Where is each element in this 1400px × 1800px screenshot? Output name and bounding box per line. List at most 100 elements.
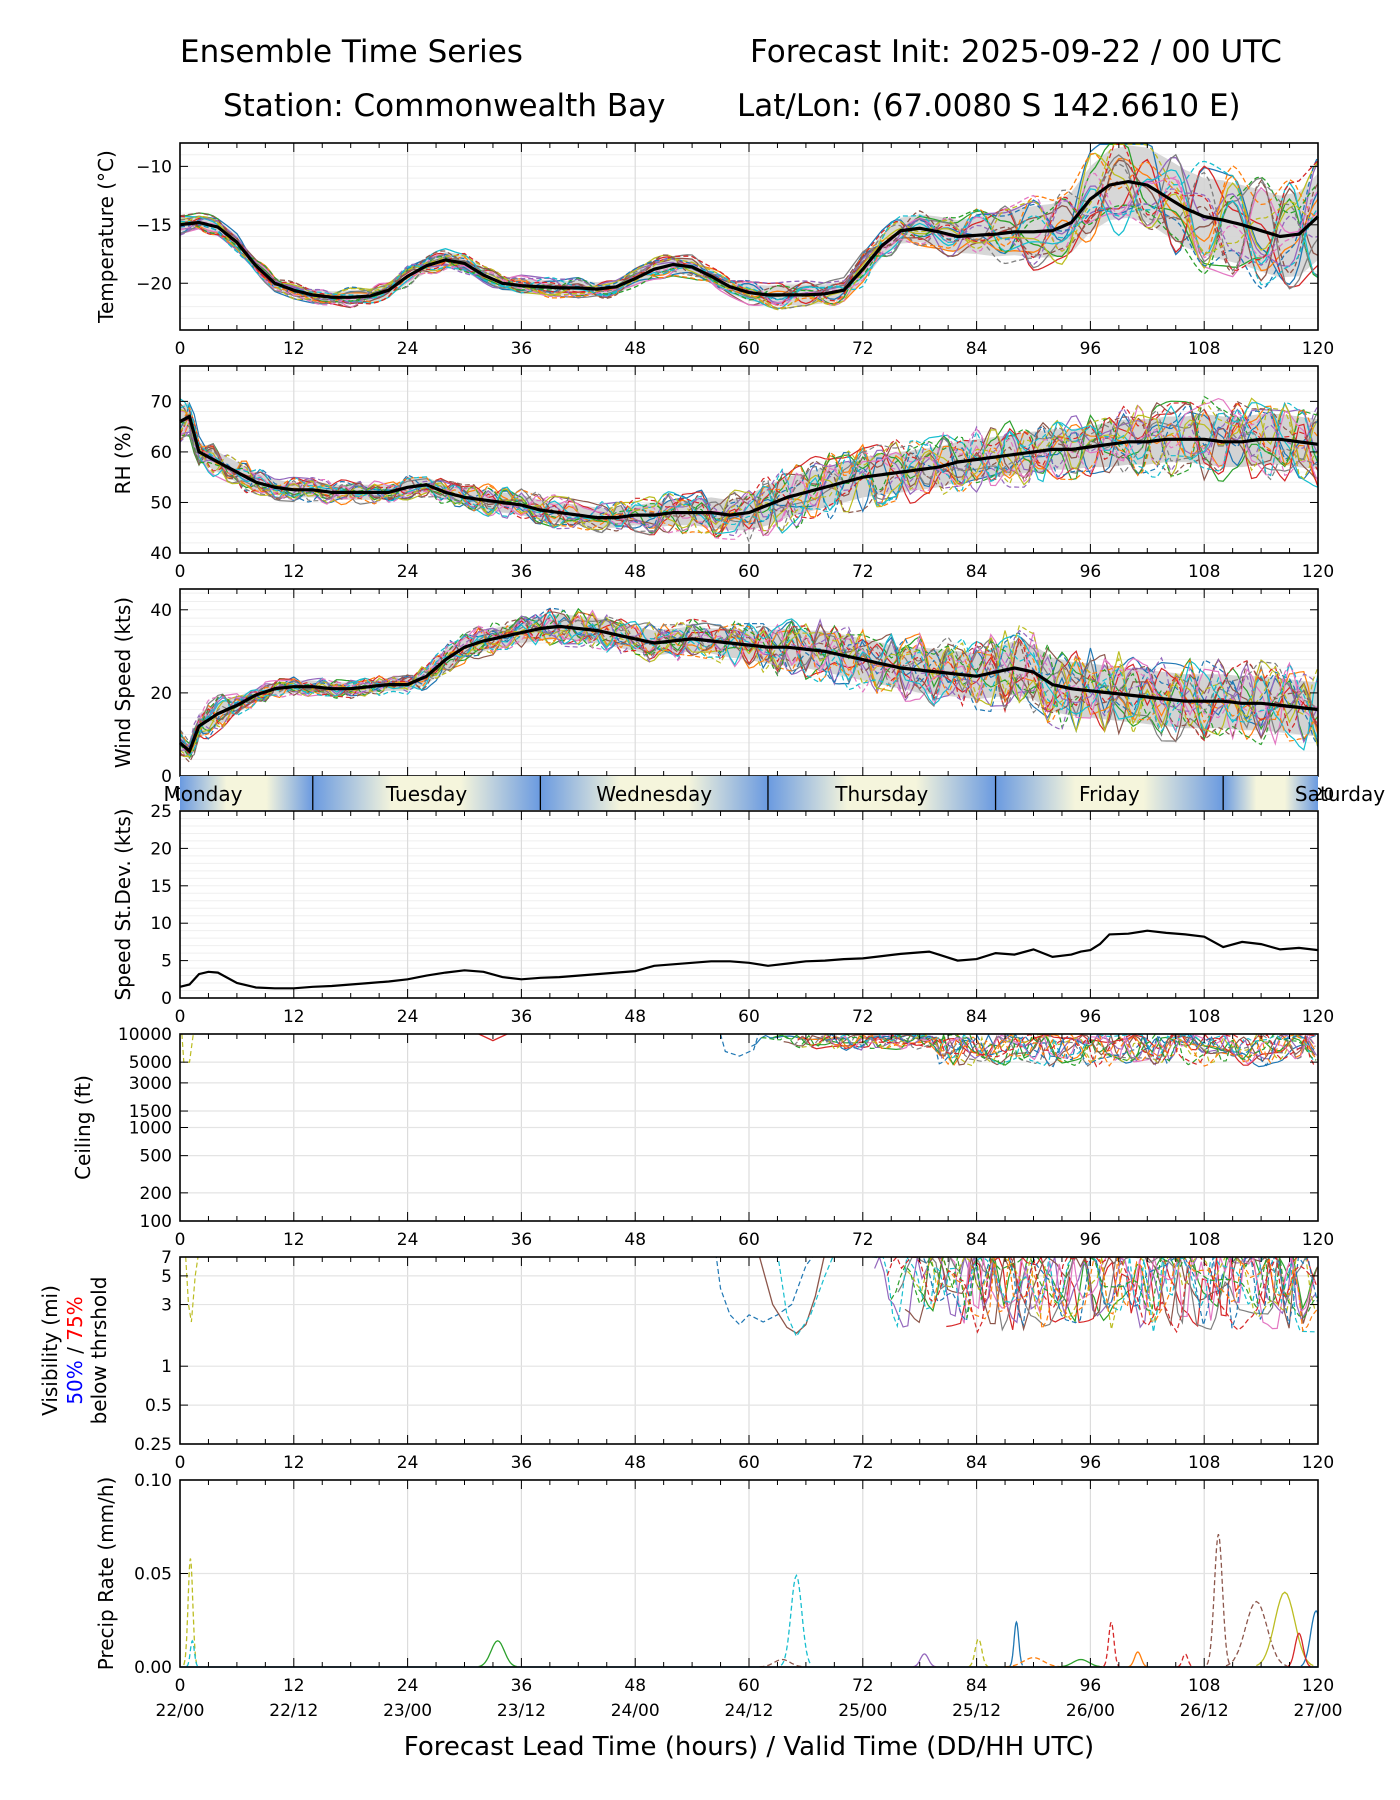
ceiling-member bbox=[811, 1034, 1316, 1068]
precip-member bbox=[1009, 1620, 1024, 1667]
y-tick-label: 10000 bbox=[118, 1025, 172, 1045]
precip-member bbox=[1206, 1534, 1231, 1665]
y-axis-label: Ceiling (ft) bbox=[71, 1075, 95, 1180]
ensemble-member bbox=[179, 143, 1319, 311]
day-segment bbox=[540, 776, 768, 810]
y-tick-label: 70 bbox=[150, 392, 172, 412]
x-tick-label: 108 bbox=[1188, 562, 1220, 582]
x-tick-label: 24 bbox=[397, 1007, 419, 1027]
vis-member bbox=[932, 1257, 1318, 1332]
day-label-wednesday: Wednesday bbox=[596, 782, 712, 806]
y-axis-label: Speed St.Dev. (kts) bbox=[111, 808, 135, 1000]
x-tick-label: 108 bbox=[1188, 1230, 1220, 1250]
day-band: Monday Tuesday Wednesday Thursday Friday Satu… bbox=[164, 776, 1385, 810]
x-tick-label: 12 bbox=[283, 1676, 305, 1696]
x-tick-label: 36 bbox=[511, 339, 533, 359]
y-tick-label: 40 bbox=[150, 601, 172, 621]
precip-member bbox=[1177, 1653, 1194, 1668]
station-label: Station: Commonwealth Bay bbox=[223, 88, 666, 124]
precip-member bbox=[1256, 1591, 1314, 1667]
latlon-label: Lat/Lon: (67.0080 S 142.6610 E) bbox=[737, 88, 1241, 124]
x-tick-label: 24 bbox=[397, 339, 419, 359]
ceiling-member bbox=[783, 1034, 1316, 1067]
y-tick-label: 10 bbox=[150, 914, 172, 934]
x-tick-label: 24 bbox=[397, 562, 419, 582]
valid-time-label: 24/00 bbox=[611, 1701, 660, 1721]
x-tick-label: 60 bbox=[738, 1676, 760, 1696]
x-tick-label: 84 bbox=[966, 1676, 988, 1696]
y-axis-label: RH (%) bbox=[111, 425, 135, 495]
day-label-monday: Monday bbox=[164, 782, 243, 806]
precip-member bbox=[186, 1639, 199, 1668]
x-tick-label: 84 bbox=[966, 339, 988, 359]
valid-time-label: 22/12 bbox=[269, 1701, 318, 1721]
x-tick-label: 48 bbox=[624, 1007, 646, 1027]
valid-time-label: 23/12 bbox=[497, 1701, 546, 1721]
valid-time-label: 26/00 bbox=[1066, 1701, 1115, 1721]
y-axis-label-thresholds: 50% / 75% bbox=[63, 1296, 87, 1404]
y-tick-label: 200 bbox=[140, 1184, 172, 1204]
x-tick-label: 0 bbox=[175, 562, 186, 582]
y-axis-label-sub: below thrshold bbox=[87, 1277, 111, 1425]
vis-member bbox=[777, 1257, 834, 1338]
ceiling-member bbox=[478, 1034, 508, 1042]
day-label-thursday: Thursday bbox=[834, 782, 928, 806]
label-slash: / bbox=[63, 1341, 87, 1360]
x-tick-label: 12 bbox=[283, 1453, 305, 1473]
panel-speed_stdev bbox=[179, 810, 1319, 999]
day-segment bbox=[995, 776, 1224, 810]
x-tick-label: 60 bbox=[738, 339, 760, 359]
title-left: Ensemble Time Series bbox=[180, 34, 523, 70]
y-tick-label: 0.5 bbox=[145, 1396, 172, 1416]
x-tick-label: 84 bbox=[966, 1453, 988, 1473]
ensemble-member bbox=[179, 610, 1319, 758]
ensemble-member bbox=[179, 401, 1319, 529]
axes-rh: 0 12 24 36 48 60 72 84 96 108 120 40 50 60 70 bbox=[150, 365, 1334, 582]
panel-temperature bbox=[179, 142, 1320, 331]
y-tick-label: 20 bbox=[150, 684, 172, 704]
ceiling-member bbox=[761, 1034, 1317, 1067]
x-axis-label: Forecast Lead Time (hours) / Valid Time … bbox=[404, 1732, 1094, 1762]
ensemble-member bbox=[180, 615, 1319, 756]
x-tick-label: 60 bbox=[738, 1453, 760, 1473]
x-tick-label: 60 bbox=[738, 562, 760, 582]
stdev-line bbox=[179, 929, 1319, 990]
y-tick-label: 40 bbox=[150, 544, 172, 564]
valid-time-label: 26/12 bbox=[1180, 1701, 1229, 1721]
y-tick-label: 1500 bbox=[129, 1102, 172, 1122]
x-tick-label: 72 bbox=[852, 1453, 874, 1473]
valid-time-label: 27/00 bbox=[1294, 1701, 1343, 1721]
ensemble-member bbox=[179, 163, 1319, 310]
valid-time-label: 25/12 bbox=[952, 1701, 1001, 1721]
y-tick-label: 5 bbox=[161, 952, 172, 972]
x-tick-label: 60 bbox=[738, 1230, 760, 1250]
x-tick-label: 84 bbox=[966, 562, 988, 582]
ensemble-mean bbox=[179, 179, 1320, 299]
y-tick-label: 500 bbox=[140, 1147, 172, 1167]
day-segment bbox=[312, 776, 541, 810]
ensemble-member bbox=[179, 169, 1319, 310]
panel-wind_speed bbox=[178, 589, 1319, 777]
vis-member bbox=[715, 1257, 814, 1326]
y-tick-label: 25 bbox=[150, 802, 172, 822]
valid-time-label: 22/00 bbox=[156, 1701, 205, 1721]
y-tick-label: 0.05 bbox=[134, 1565, 172, 1585]
x-tick-label: 0 bbox=[175, 1007, 186, 1027]
y-axis-label: Visibility (mi) bbox=[38, 1285, 62, 1416]
x-tick-label: 0 bbox=[175, 1230, 186, 1250]
panel-precip bbox=[180, 1480, 1319, 1668]
x-tick-label: 48 bbox=[624, 1453, 646, 1473]
vis-member bbox=[185, 1257, 199, 1323]
y-tick-label: 0 bbox=[161, 767, 172, 787]
ensemble-mean bbox=[179, 414, 1319, 520]
y-tick-label: 0.25 bbox=[134, 1435, 172, 1455]
ensemble-mean bbox=[178, 624, 1319, 754]
ensemble-member bbox=[179, 160, 1319, 301]
precip-member bbox=[1103, 1620, 1120, 1667]
x-tick-label: 60 bbox=[738, 1007, 760, 1027]
ceiling-member bbox=[840, 1034, 1316, 1066]
precip-member bbox=[1058, 1658, 1102, 1668]
x-tick-label: 48 bbox=[624, 1676, 646, 1696]
ceiling-lines bbox=[181, 1034, 1318, 1068]
y-tick-label: 100 bbox=[140, 1212, 172, 1232]
